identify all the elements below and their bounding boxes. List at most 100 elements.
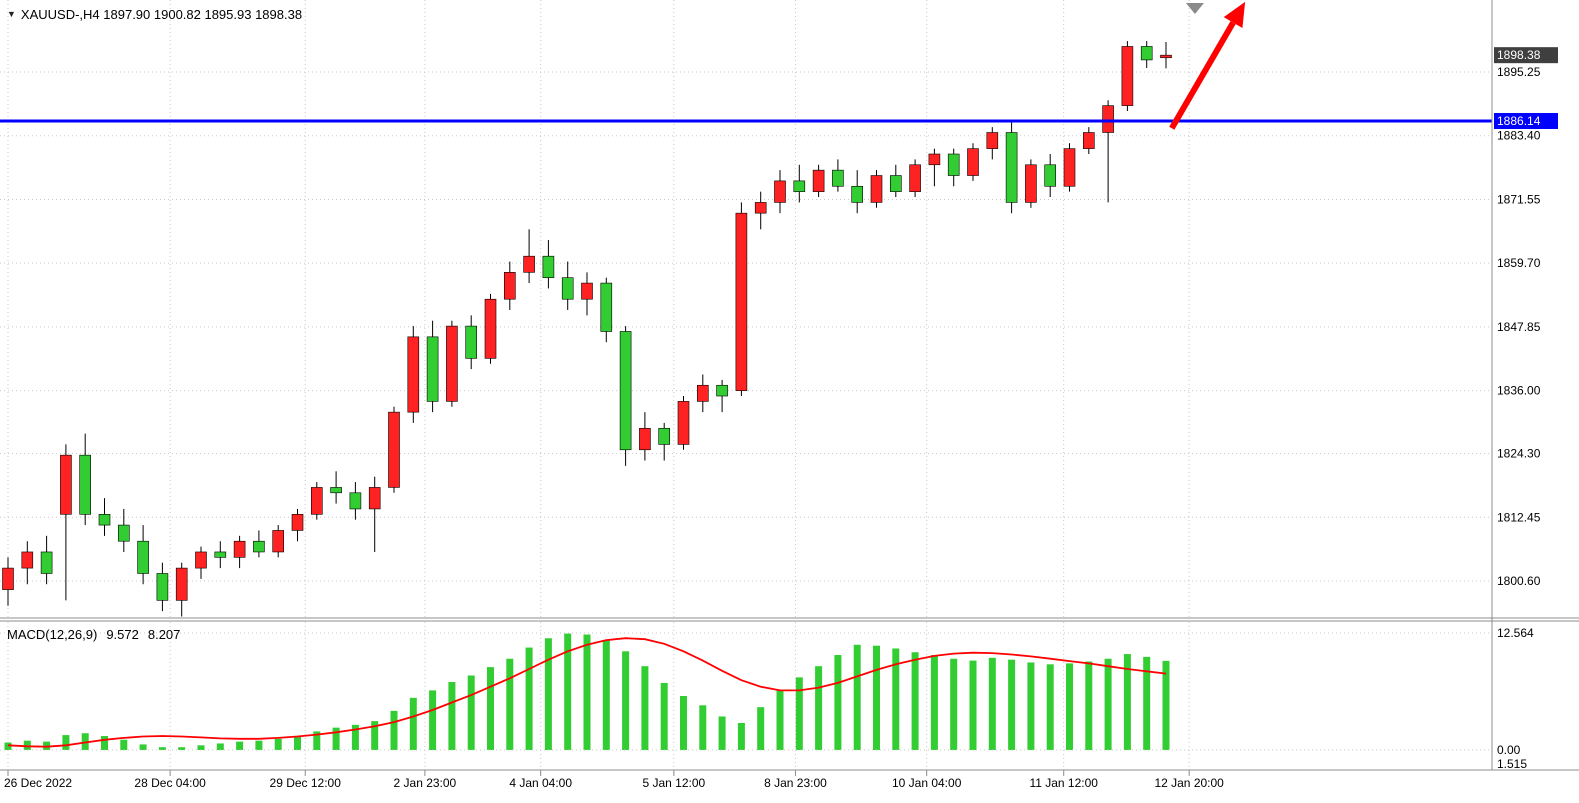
candle-bullish [677,401,690,445]
candle-bullish [1063,148,1076,187]
candle-bullish [870,175,883,203]
candle-bearish [716,384,728,397]
time-axis-label: 28 Dec 04:00 [134,776,206,790]
price-axis-label: 1800.60 [1497,574,1541,588]
price-axis-label: 1836.00 [1497,384,1541,398]
candle-bullish [2,567,14,590]
candle-bullish [195,551,207,569]
macd-histogram-bar [950,658,958,750]
time-axis-label: 5 Jan 12:00 [642,776,705,790]
candle-bullish [1102,105,1114,133]
price-axis-label: 1847.85 [1497,320,1541,334]
candle-bullish [310,487,323,515]
macd-histogram-bar [294,736,301,750]
macd-histogram-bar [313,731,321,750]
candle-bearish [79,454,91,515]
time-axis-label: 2 Jan 23:00 [394,776,457,790]
macd-histogram-bar [216,743,224,750]
candle-bearish [1140,46,1153,61]
macd-signal-line [7,637,1167,748]
macd-histogram-bar [1162,660,1170,750]
candle-bearish [253,540,265,553]
macd-histogram-bar [873,645,880,750]
macd-histogram-bar [332,727,340,750]
candle-bearish [1044,164,1056,187]
macd-histogram-bar [853,644,861,750]
macd-histogram-bar [564,633,572,750]
candle-bullish [233,540,246,558]
last-price-tag [1494,47,1558,64]
price-axis-label: 1883.40 [1497,129,1541,143]
candle-bullish [696,384,709,402]
macd-histogram-bar [930,655,938,750]
chart-title: ▼ XAUUSD-,H4 1897.90 1900.82 1895.93 189… [7,7,302,22]
trend-arrow-head[interactable] [1223,1,1246,29]
price-axis-label: 1824.30 [1497,447,1541,461]
price-axis-label: 1895.25 [1497,65,1541,79]
symbol-dropdown-icon[interactable]: ▼ [7,9,16,19]
chart-title-text: XAUUSD-,H4 1897.90 1900.82 1895.93 1898.… [20,7,303,22]
candle-bearish [658,427,671,445]
candle-bearish [330,487,342,494]
time-axis-label: 11 Jan 12:00 [1029,776,1098,790]
candle-bullish [503,272,516,300]
time-axis-label: 8 Jan 23:00 [764,776,827,790]
macd-histogram-bar [1104,658,1112,750]
macd-histogram-bar [1066,663,1073,750]
macd-histogram-bar [197,745,205,750]
macd-histogram-bar [969,660,977,750]
candle-bearish [214,551,227,558]
macd-histogram-bar [757,707,765,750]
candle-bullish [1083,132,1095,149]
macd-histogram-bar [795,677,803,750]
candle-bearish [947,153,960,176]
candle-bearish [889,175,902,192]
candle-bullish [735,212,748,391]
chart-shift-marker-icon[interactable] [1185,3,1204,14]
macd-histogram-bar [892,648,900,750]
macd-histogram-bar [815,666,823,750]
macd-indicator-name: MACD(12,26,9) [7,627,98,642]
macd-histogram-bar [911,652,919,750]
candle-bullish [754,202,767,214]
candle-bullish [928,153,941,166]
macd-main-value: 9.572 [106,627,139,642]
candle-bearish [465,325,478,359]
macd-histogram-bar [371,721,379,750]
candle-bullish [368,487,381,510]
candle-bullish [1121,46,1134,106]
macd-histogram-bar [487,667,494,750]
candle-bullish [986,132,999,149]
macd-histogram-bar [718,716,726,750]
macd-histogram-bar [255,740,263,750]
macd-histogram-bar [101,736,108,750]
macd-histogram-bar [1143,656,1151,750]
macd-histogram-bar [602,640,610,750]
indicator-axis-label: 0.00 [1497,743,1521,757]
candle-bearish [832,169,844,187]
candle-bearish [542,255,555,279]
macd-histogram-bar [834,655,842,750]
macd-histogram-bar [988,657,996,750]
macd-histogram-bar [448,682,456,750]
candle-bearish [349,492,362,510]
macd-histogram-bar [622,651,630,750]
macd-histogram-bar [178,747,186,750]
hline-price-tag [1494,112,1558,129]
time-axis-label: 26 Dec 2022 [4,776,72,790]
trend-arrow-line[interactable] [1169,21,1236,130]
candle-bullish [291,514,304,531]
macd-histogram-bar [120,739,128,750]
candle-bullish [1160,54,1172,59]
macd-histogram-bar [1046,664,1054,750]
time-axis-label: 10 Jan 04:00 [892,776,962,790]
candle-bearish [561,277,574,300]
candle-bullish [774,180,786,203]
macd-signal-value: 8.207 [147,627,181,642]
candle-bearish [98,514,111,526]
candle-bullish [812,169,825,192]
macd-histogram-bar [776,690,784,750]
macd-histogram-bar [158,747,166,750]
